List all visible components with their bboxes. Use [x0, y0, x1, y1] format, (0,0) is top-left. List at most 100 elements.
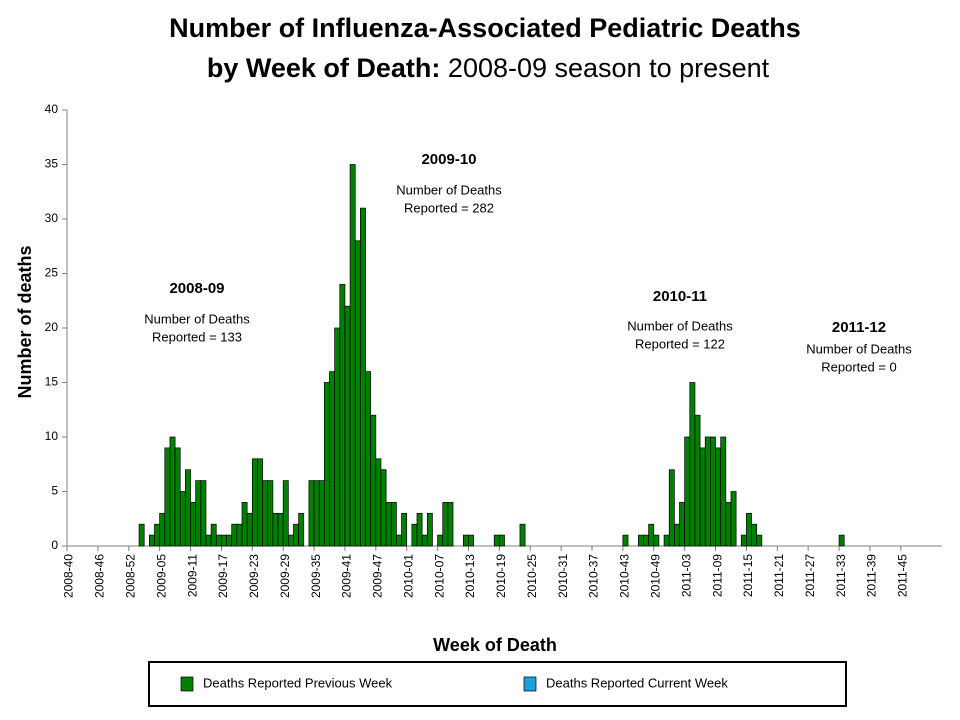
bar: [462, 534, 469, 547]
bar: [354, 240, 361, 547]
legend-swatch: [180, 676, 194, 692]
x-tick-label: 2009-11: [185, 554, 199, 597]
bar: [334, 327, 341, 547]
bar: [684, 436, 691, 547]
bar: [365, 371, 372, 547]
bar: [200, 480, 207, 547]
bar: [174, 447, 181, 547]
annotation-season: 2010-11: [653, 288, 707, 305]
x-tick-label: 2010-07: [432, 554, 446, 598]
bar: [756, 534, 763, 547]
bar: [287, 534, 294, 547]
bar: [730, 491, 737, 547]
bar: [318, 480, 325, 547]
bar: [246, 512, 253, 547]
x-tick-label: 2008-46: [93, 554, 107, 598]
x-tick-label: 2009-17: [216, 554, 230, 598]
bar: [169, 436, 176, 547]
y-tick-label: 20: [45, 320, 59, 334]
y-tick-label: 0: [51, 538, 58, 552]
bar: [164, 447, 171, 547]
x-tick-label: 2010-01: [401, 554, 415, 598]
annotation-text: Reported = 0: [821, 359, 897, 374]
y-tick-label: 10: [45, 429, 59, 443]
x-tick-label: 2010-43: [618, 554, 632, 598]
bar: [396, 534, 402, 547]
annotation-text: Number of Deaths: [627, 318, 733, 333]
bar: [179, 491, 186, 547]
x-tick-label: 2009-35: [309, 554, 323, 598]
bar: [329, 371, 335, 547]
subtitle: 2008-09 season to present: [448, 53, 770, 83]
bar: [519, 523, 526, 547]
x-tick-label: 2010-31: [556, 554, 570, 598]
x-tick-label: 2009-29: [278, 554, 292, 598]
bar: [380, 469, 387, 547]
bar: [390, 502, 397, 547]
x-tick-label: 2011-21: [772, 554, 786, 597]
bar: [704, 436, 711, 547]
bar: [416, 512, 423, 547]
y-tick-label: 35: [45, 157, 59, 171]
bar: [622, 534, 629, 547]
bar: [411, 523, 418, 547]
bar: [344, 305, 351, 547]
bar: [349, 164, 356, 547]
x-tick-label: 2010-37: [587, 554, 601, 598]
x-tick-label: 2010-49: [649, 554, 663, 598]
y-tick-label: 30: [45, 211, 59, 225]
bar: [195, 480, 202, 547]
bar: [689, 382, 696, 547]
bar: [154, 523, 160, 547]
x-tick-label: 2009-47: [371, 554, 385, 598]
bar: [370, 414, 377, 547]
bar: [215, 534, 222, 547]
bar: [653, 534, 660, 547]
bar: [679, 502, 685, 547]
bar: [715, 447, 722, 547]
legend-box: [148, 661, 847, 707]
bar: [694, 414, 701, 547]
legend-label: Deaths Reported Current Week: [546, 675, 728, 690]
x-tick-label: 2011-33: [834, 554, 848, 597]
x-tick-label: 2011-45: [896, 554, 910, 597]
bar: [282, 480, 289, 547]
x-tick-label: 2008-40: [62, 554, 76, 598]
bar: [437, 534, 444, 547]
bar: [637, 534, 644, 547]
bar: [241, 502, 248, 547]
bar: [421, 534, 428, 547]
bar: [236, 523, 243, 547]
bar: [159, 512, 166, 547]
bar: [725, 502, 732, 547]
bar: [185, 469, 191, 547]
annotation-text: Reported = 122: [635, 336, 725, 351]
bar: [138, 523, 145, 547]
bar: [499, 534, 505, 547]
annotation-text: Number of Deaths: [806, 341, 912, 356]
bar: [710, 436, 716, 547]
bar: [324, 382, 330, 547]
bar: [838, 534, 845, 547]
bar: [746, 512, 752, 547]
bar: [221, 534, 227, 547]
legend-label: Deaths Reported Previous Week: [203, 675, 393, 690]
y-tick-label: 5: [51, 484, 58, 498]
subtitle-bold: by Week of Death:: [207, 53, 441, 83]
bar: [262, 480, 269, 547]
bar: [442, 502, 449, 547]
legend-swatch: [523, 676, 537, 692]
x-tick-label: 2009-23: [247, 554, 261, 598]
bar: [447, 502, 454, 547]
bar: [493, 534, 500, 547]
bar: [251, 458, 258, 547]
x-tick-label: 2010-13: [463, 554, 477, 598]
bar: [401, 512, 408, 547]
bar: [468, 534, 474, 547]
bar: [190, 502, 197, 547]
annotation-season: 2008-09: [169, 280, 224, 297]
bar: [740, 534, 747, 547]
bar: [272, 512, 279, 547]
annotation-text: Reported = 282: [404, 200, 494, 215]
